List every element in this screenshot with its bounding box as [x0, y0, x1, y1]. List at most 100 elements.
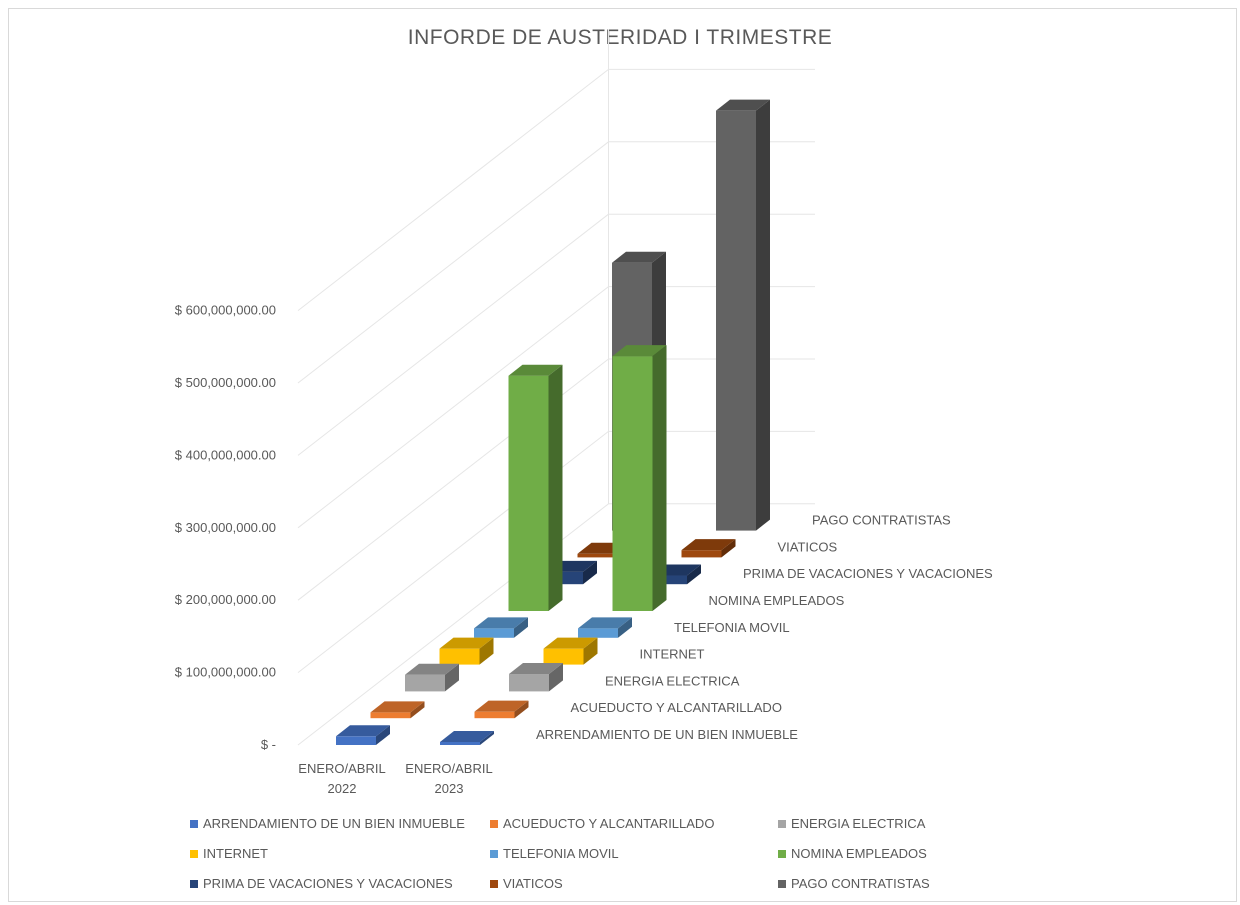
bar	[509, 663, 563, 692]
y-tick-label: $ 100,000,000.00	[175, 665, 276, 680]
bar-top	[474, 700, 529, 712]
series-depth-label: ENERGIA ELECTRICA	[605, 673, 740, 688]
bar-front	[716, 110, 756, 531]
bar-front	[370, 712, 411, 719]
bar-top	[405, 663, 459, 675]
legend-item: NOMINA EMPLEADOS	[778, 846, 927, 861]
gridline-depth	[297, 141, 609, 384]
bar	[543, 637, 598, 665]
legend-label: PRIMA DE VACACIONES Y VACACIONES	[203, 876, 453, 891]
bar-front	[474, 711, 515, 719]
bar-front	[647, 575, 687, 585]
legend-item: VIATICOS	[490, 876, 563, 891]
bar	[439, 637, 494, 665]
legend-label: ARRENDAMIENTO DE UN BIEN INMUEBLE	[203, 816, 465, 831]
bar-top	[440, 731, 494, 742]
series-depth-label: ACUEDUCTO Y ALCANTARILLADO	[571, 700, 782, 715]
legend-label: ACUEDUCTO Y ALCANTARILLADO	[503, 816, 715, 831]
bar-side	[583, 637, 598, 665]
bar	[578, 617, 632, 638]
bar	[716, 99, 770, 531]
bar-front	[508, 375, 549, 611]
legend-swatch	[778, 850, 786, 858]
series-depth-label: INTERNET	[640, 647, 705, 662]
bar-top	[681, 539, 736, 551]
y-axis-ticks: $ - $ 100,000,000.00 $ 200,000,000.00 $ 300…	[175, 303, 276, 752]
legend-item: ENERGIA ELECTRICA	[778, 816, 925, 831]
legend-swatch	[190, 820, 198, 828]
bar-top	[612, 251, 666, 263]
bar	[508, 364, 563, 611]
y-tick-label: $ 500,000,000.00	[175, 375, 276, 390]
bar-top	[474, 617, 528, 629]
legend-label: VIATICOS	[503, 876, 563, 891]
bar	[681, 539, 736, 558]
bar-top	[336, 725, 390, 737]
bar-side	[618, 617, 632, 638]
bar-side	[652, 345, 667, 611]
legend-label: TELEFONIA MOVIL	[503, 846, 619, 861]
bar-side	[549, 663, 563, 692]
legend-label: PAGO CONTRATISTAS	[791, 876, 930, 891]
legend-swatch	[778, 820, 786, 828]
gridline-depth	[297, 213, 609, 456]
bar-side	[548, 364, 563, 611]
bar-side	[410, 701, 425, 719]
bar	[612, 345, 667, 611]
series-depth-label: PAGO CONTRATISTAS	[812, 513, 951, 528]
bar-front	[440, 742, 480, 745]
series-depth-label: PRIMA DE VACACIONES Y VACACIONES	[743, 566, 993, 581]
bar-front	[577, 553, 618, 558]
category-label: ENERO/ABRIL	[405, 761, 492, 776]
bar-side	[479, 637, 494, 665]
bar-side	[480, 731, 494, 745]
legend-item: PRIMA DE VACACIONES Y VACACIONES	[190, 876, 453, 891]
legend-item: INTERNET	[190, 846, 268, 861]
chart-title: INFORDE DE AUSTERIDAD I TRIMESTRE	[407, 26, 833, 49]
series-depth-label: NOMINA EMPLEADOS	[709, 593, 845, 608]
bar-side	[445, 663, 459, 692]
bar-top	[509, 663, 563, 675]
legend-label: ENERGIA ELECTRICA	[791, 816, 926, 831]
bar	[370, 701, 425, 719]
bar-front	[578, 628, 618, 638]
legend-swatch	[490, 820, 498, 828]
bar-top	[578, 617, 632, 629]
gridline-depth	[297, 69, 609, 311]
bar-front	[474, 628, 514, 638]
bar	[336, 725, 390, 745]
bar-side	[721, 539, 736, 558]
legend-swatch	[190, 880, 198, 888]
bar-top	[612, 345, 667, 357]
legend-swatch	[190, 850, 198, 858]
bar-side	[583, 560, 597, 585]
bar	[474, 700, 529, 719]
bar-front	[439, 648, 480, 665]
legend-item: PAGO CONTRATISTAS	[778, 876, 930, 891]
series-depth-label: ARRENDAMIENTO DE UN BIEN INMUEBLE	[536, 727, 798, 742]
legend-item: ACUEDUCTO Y ALCANTARILLADO	[490, 816, 714, 831]
bar	[405, 663, 459, 692]
bars-layer	[336, 99, 770, 745]
bar-side	[376, 725, 390, 745]
bar-top	[543, 637, 598, 649]
bar-side	[687, 564, 701, 585]
legend-item: TELEFONIA MOVIL	[490, 846, 619, 861]
y-tick-label: $ 400,000,000.00	[175, 447, 276, 462]
y-tick-label: $ 300,000,000.00	[175, 520, 276, 535]
bar	[474, 617, 528, 638]
bar-front	[336, 736, 376, 745]
series-depth-label: TELEFONIA MOVIL	[674, 620, 790, 635]
bar-top	[508, 364, 563, 376]
bar	[440, 731, 494, 745]
legend-label: NOMINA EMPLEADOS	[791, 846, 927, 861]
bar-top	[370, 701, 425, 713]
category-label: ENERO/ABRIL	[298, 761, 385, 776]
legend-swatch	[778, 880, 786, 888]
legend-swatch	[490, 850, 498, 858]
category-labels: ENERO/ABRIL 2022 ENERO/ABRIL 2023	[298, 761, 492, 796]
bar-top	[439, 637, 494, 649]
category-label: 2023	[435, 781, 464, 796]
series-depth-label: VIATICOS	[778, 539, 838, 554]
y-tick-label: $ 200,000,000.00	[175, 592, 276, 607]
